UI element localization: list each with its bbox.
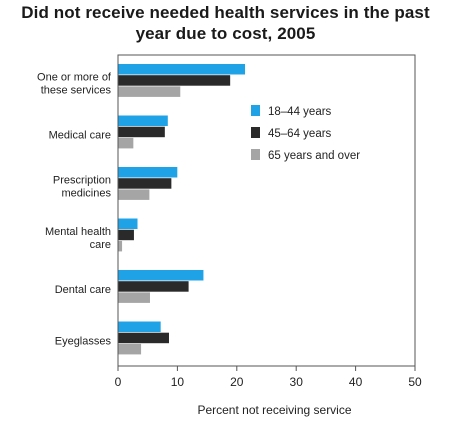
plot-frame [117, 54, 416, 367]
category-label: Prescription [53, 174, 111, 186]
bar-5-series-3 [118, 292, 150, 303]
x-tick-label: 10 [171, 375, 185, 389]
legend-swatch-series-3 [251, 149, 260, 160]
bar-6-series-2 [118, 332, 169, 344]
category-label: Dental care [55, 284, 111, 296]
x-tick-label: 50 [408, 375, 422, 389]
bar-5-series-1 [118, 270, 204, 281]
legend-label-series-1: 18–44 years [268, 106, 332, 118]
bar-2-series-1 [118, 115, 168, 126]
bar-6-series-3 [118, 343, 142, 355]
category-label: One or more of [37, 71, 112, 83]
chart-title-line-2: year due to cost, 2005 [135, 24, 316, 43]
chart-title-line-1: Did not receive needed health services i… [21, 3, 430, 22]
bar-3-series-2 [118, 178, 172, 189]
bar-4-series-1 [118, 218, 138, 229]
bar-4-series-3 [118, 240, 123, 252]
x-axis-label: Percent not receiving service [197, 403, 351, 417]
bar-1-series-1 [118, 64, 246, 75]
legend-label-series-2: 45–64 years [268, 128, 332, 140]
bar-6-series-1 [118, 321, 161, 332]
bar-1-series-3 [118, 86, 181, 97]
bar-3-series-1 [118, 167, 178, 178]
category-label: medicines [61, 187, 111, 199]
bar-2-series-2 [118, 126, 165, 138]
bar-2-series-3 [118, 137, 134, 149]
x-tick-label: 20 [230, 375, 244, 389]
chart-title: Did not receive needed health services i… [0, 2, 451, 44]
legend-swatch-series-1 [251, 105, 260, 116]
x-tick-label: 40 [349, 375, 363, 389]
legend-label-series-3: 65 years and over [268, 150, 360, 162]
bar-4-series-2 [118, 229, 134, 241]
bar-3-series-3 [118, 189, 150, 200]
legend-swatch-series-2 [251, 127, 260, 138]
category-label: care [90, 239, 111, 251]
category-label: these services [41, 84, 112, 96]
category-label: Eyeglasses [55, 335, 112, 347]
category-label: Medical care [49, 129, 111, 141]
x-tick-label: 0 [115, 375, 122, 389]
bar-5-series-2 [118, 281, 189, 292]
x-tick-label: 30 [290, 375, 304, 389]
bar-1-series-2 [118, 75, 231, 86]
category-label: Mental health [45, 226, 111, 238]
